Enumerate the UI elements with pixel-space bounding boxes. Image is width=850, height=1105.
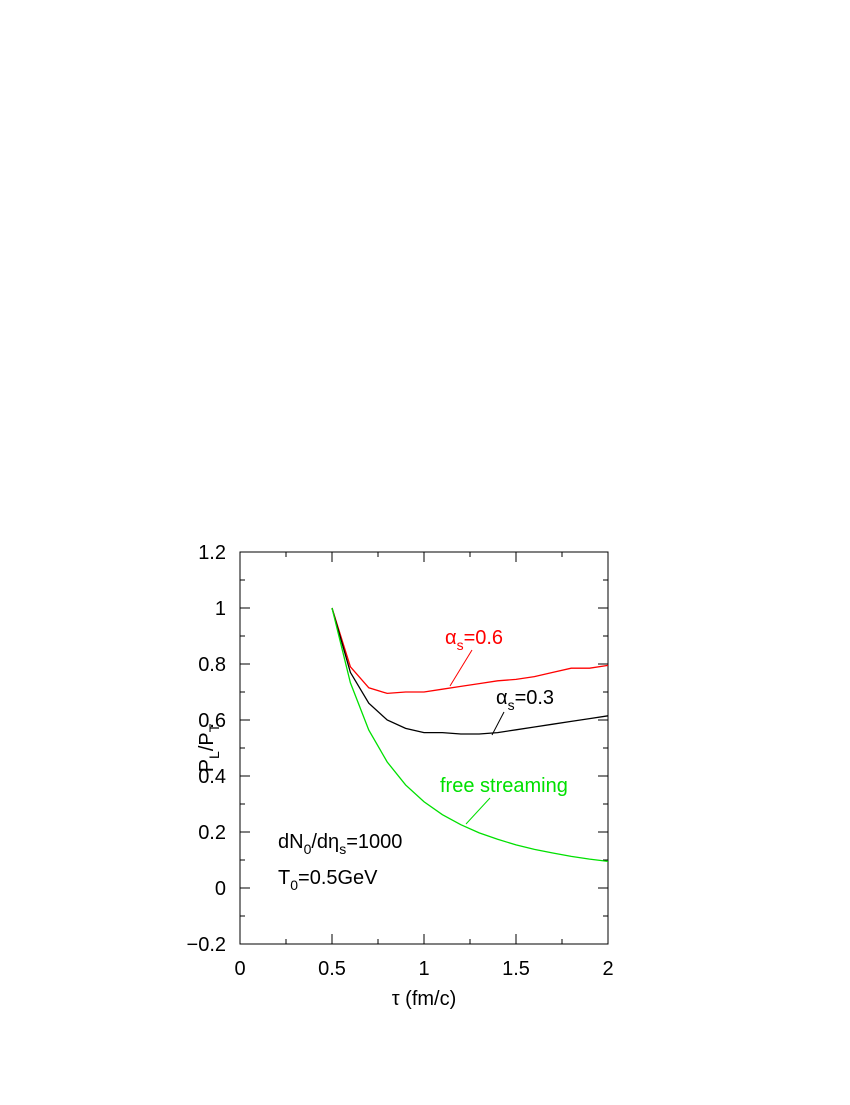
series-label: free streaming: [440, 775, 568, 797]
annotation-part: 0: [304, 841, 312, 857]
y-tick-label: 0: [215, 878, 226, 900]
x-axis-label: τ (fm/c): [392, 988, 457, 1010]
series-label-part: α: [445, 627, 457, 649]
y-axis-label-part: T: [206, 723, 222, 732]
series-label-part: s: [457, 637, 464, 653]
annotation-part: s: [339, 841, 346, 857]
series-label-part: free streaming: [440, 775, 568, 797]
series-label: αs=0.3: [496, 687, 554, 713]
y-axis-label-part: P: [196, 759, 218, 772]
annotation: dN0/dηs=1000: [278, 831, 402, 857]
annotation-part: T: [278, 867, 290, 889]
series-line: [331, 607, 609, 735]
x-axis-label-part: τ (fm/c): [392, 988, 457, 1010]
x-tick-label: 1.5: [502, 958, 530, 980]
y-tick-label: 1: [215, 598, 226, 620]
annotation: T0=0.5GeV: [278, 867, 378, 893]
y-tick-label: 1.2: [198, 542, 226, 564]
series-label-part: α: [496, 687, 508, 709]
label-arrow: [465, 797, 491, 825]
y-tick-label: 0.6: [198, 710, 226, 732]
y-tick-label: 0.8: [198, 654, 226, 676]
series-line: [331, 607, 609, 863]
y-axis-label-part: L: [206, 751, 222, 759]
x-tick-label: 1: [418, 958, 429, 980]
y-axis-label: PL/PT: [196, 723, 222, 772]
y-tick-label: 0.4: [198, 766, 226, 788]
annotation-part: /dη: [311, 831, 339, 853]
x-tick-label: 0.5: [318, 958, 346, 980]
annotation-part: dN: [278, 831, 304, 853]
label-arrow: [491, 711, 505, 736]
x-tick-label: 2: [602, 958, 613, 980]
series-label-part: =0.6: [464, 627, 503, 649]
annotation-part: =1000: [346, 831, 402, 853]
y-tick-label: −0.2: [187, 934, 226, 956]
series-label-part: s: [508, 697, 515, 713]
y-tick-label: 0.2: [198, 822, 226, 844]
series-line: [331, 607, 609, 695]
series-label: αs=0.6: [445, 627, 503, 653]
y-axis-label-part: /P: [196, 732, 218, 751]
label-arrow: [449, 649, 473, 687]
annotation-part: =0.5GeV: [298, 867, 378, 889]
x-tick-label: 0: [234, 958, 245, 980]
series-label-part: =0.3: [515, 687, 554, 709]
annotation-part: 0: [290, 877, 298, 893]
